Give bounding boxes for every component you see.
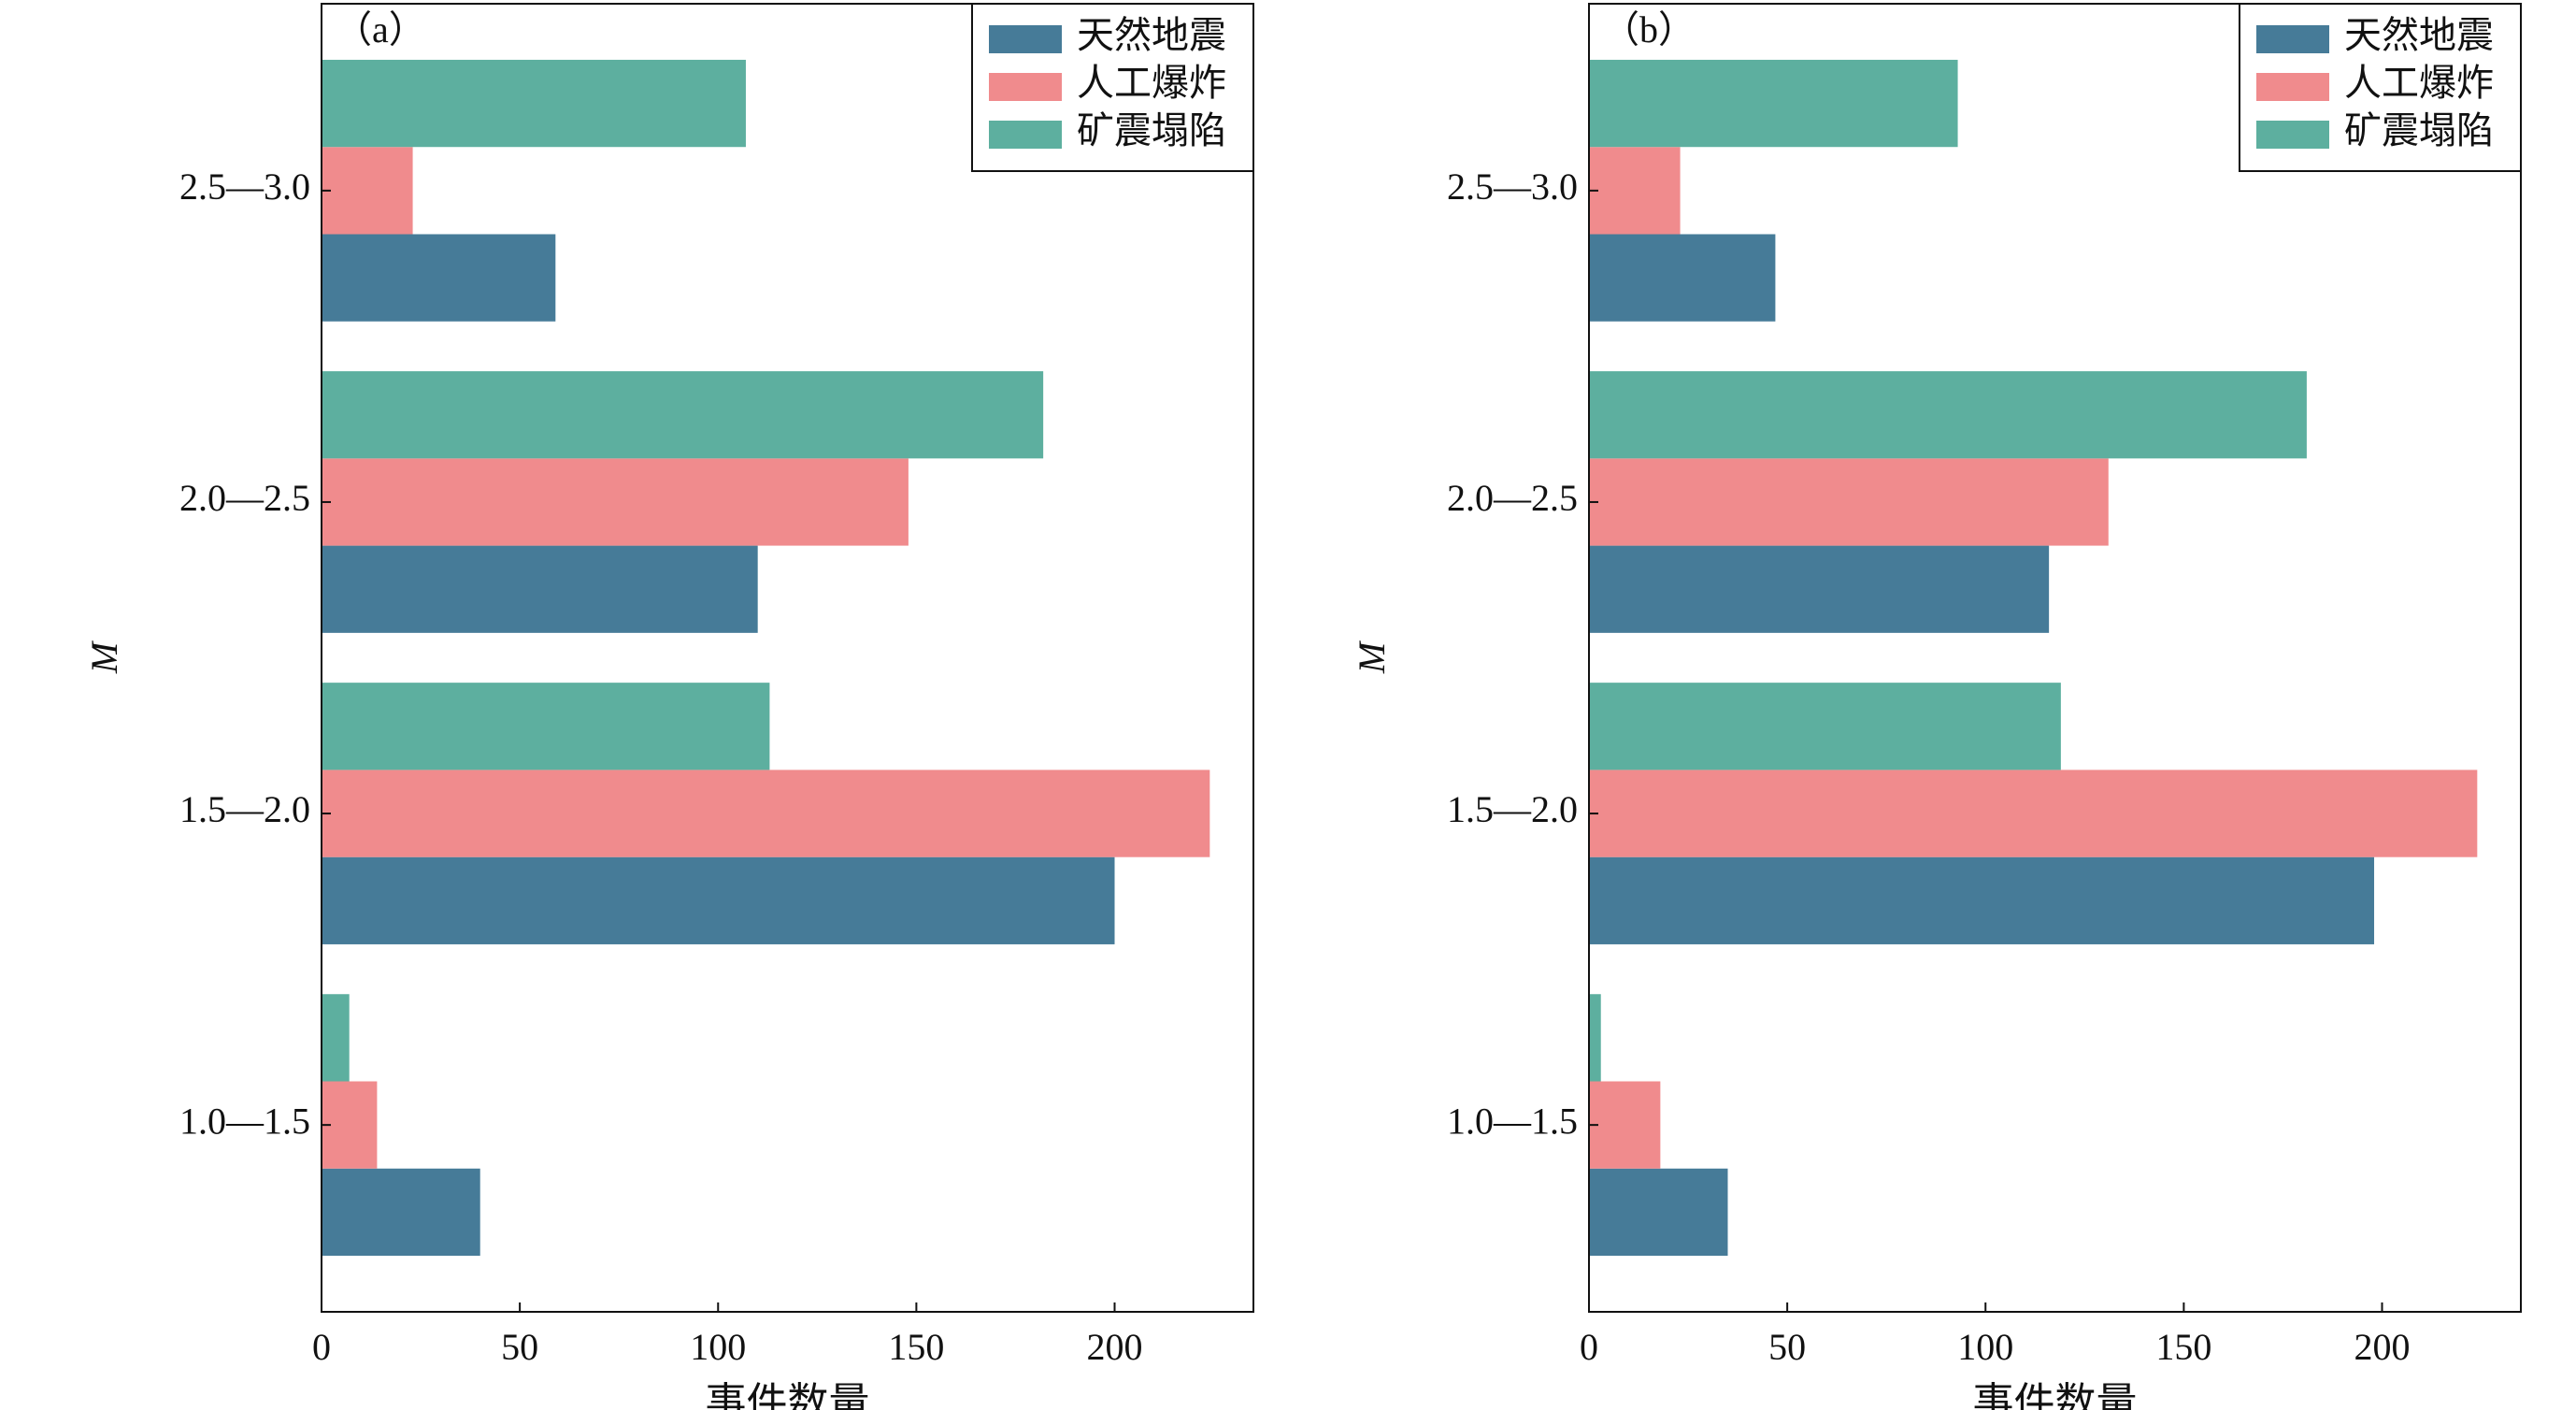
x-axis-label: 事件数量: [1973, 1380, 2138, 1410]
bar: [322, 59, 746, 148]
bar: [322, 371, 1044, 459]
bar: [322, 770, 1210, 857]
bar: [322, 234, 556, 322]
bar: [1589, 1168, 1728, 1257]
bar: [322, 545, 758, 633]
y-tick-label: 1.5—2.0: [1447, 788, 1578, 830]
bar: [322, 1168, 480, 1257]
y-tick-label: 2.0—2.5: [1447, 477, 1578, 519]
bar: [1589, 545, 2050, 633]
y-axis-label: M: [1351, 640, 1393, 674]
bar: [322, 994, 350, 1082]
x-tick-label: 50: [501, 1326, 538, 1368]
bar: [1589, 147, 1681, 235]
x-tick-label: 200: [2354, 1326, 2411, 1368]
bar: [322, 856, 1115, 944]
legend-swatch: [2256, 121, 2329, 149]
bar: [322, 458, 909, 546]
legend-label: 天然地震: [2344, 14, 2494, 56]
plot-frame: [1588, 3, 2522, 1313]
x-tick-label: 150: [888, 1326, 944, 1368]
plot-frame: [321, 3, 1254, 1313]
x-tick-label: 100: [1957, 1326, 2013, 1368]
legend-swatch: [989, 25, 1062, 53]
legend-label: 天然地震: [1077, 14, 1226, 56]
x-axis-label: 事件数量: [706, 1380, 870, 1410]
y-tick-label: 1.5—2.0: [179, 788, 310, 830]
legend-swatch: [989, 121, 1062, 149]
y-tick-label: 1.0—1.5: [1447, 1100, 1578, 1142]
y-tick-label: 2.0—2.5: [179, 477, 310, 519]
bar: [1589, 994, 1601, 1082]
x-tick-label: 150: [2155, 1326, 2211, 1368]
legend-label: 矿震塌陷: [1077, 109, 1226, 151]
bar: [1589, 59, 1958, 148]
legend-swatch: [989, 73, 1062, 101]
legend-label: 人工爆炸: [1077, 62, 1226, 104]
bar: [1589, 458, 2109, 546]
bar: [1589, 683, 2061, 770]
x-tick-label: 100: [690, 1326, 746, 1368]
legend-label: 人工爆炸: [2344, 62, 2494, 104]
y-tick-label: 2.5—3.0: [179, 165, 310, 208]
y-axis-label: M: [83, 640, 125, 674]
legend-label: 矿震塌陷: [2344, 109, 2494, 151]
panel-label: （b）: [1602, 8, 1696, 50]
bar: [1589, 1081, 1661, 1169]
bar: [322, 147, 413, 235]
panel-label: （a）: [335, 8, 426, 50]
x-tick-label: 50: [1768, 1326, 1806, 1368]
x-tick-label: 200: [1087, 1326, 1143, 1368]
y-tick-label: 1.0—1.5: [179, 1100, 310, 1142]
bar: [1589, 770, 2478, 857]
bar: [1589, 234, 1776, 322]
legend-swatch: [2256, 73, 2329, 101]
x-tick-label: 0: [312, 1326, 331, 1368]
legend-swatch: [2256, 25, 2329, 53]
x-tick-label: 0: [1580, 1326, 1598, 1368]
bar: [1589, 856, 2375, 944]
y-tick-label: 2.5—3.0: [1447, 165, 1578, 208]
bar: [322, 683, 770, 770]
bar: [1589, 371, 2307, 459]
